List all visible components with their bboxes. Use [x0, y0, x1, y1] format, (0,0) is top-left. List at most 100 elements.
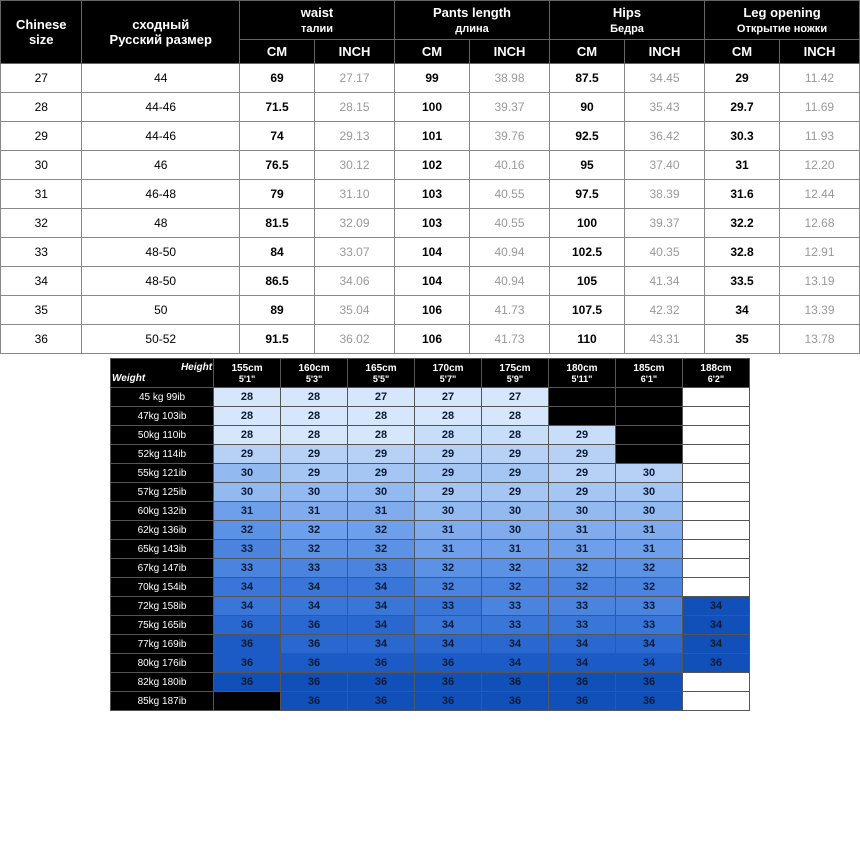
- rec-weight-label: 52kg 114ib: [111, 445, 214, 464]
- rec-cell: 30: [214, 483, 281, 502]
- rec-cell: 33: [482, 616, 549, 635]
- table-cell: 89: [240, 296, 315, 325]
- rec-cell: 28: [482, 426, 549, 445]
- rec-cell: 28: [214, 388, 281, 407]
- rec-cell: 32: [281, 540, 348, 559]
- table-cell: 31: [705, 151, 780, 180]
- table-cell: 39.37: [470, 93, 550, 122]
- rec-cell: 34: [214, 578, 281, 597]
- table-cell: 36.42: [625, 122, 705, 151]
- table-cell: 40.16: [470, 151, 550, 180]
- rec-cell: 34: [281, 578, 348, 597]
- table-cell: 104: [395, 267, 470, 296]
- table-cell: 33.07: [315, 238, 395, 267]
- rec-cell: 28: [348, 426, 415, 445]
- rec-cell: 32: [214, 521, 281, 540]
- table-cell: 40.35: [625, 238, 705, 267]
- rec-weight-label: 47kg 103ib: [111, 407, 214, 426]
- table-cell: 35.43: [625, 93, 705, 122]
- table-cell: 81.5: [240, 209, 315, 238]
- rec-cell: 33: [548, 616, 615, 635]
- table-cell: 29: [1, 122, 82, 151]
- rec-cell: 29: [482, 464, 549, 483]
- table-cell: 30: [1, 151, 82, 180]
- rec-height-col: 175cm5'9": [482, 359, 549, 388]
- table-cell: 33.5: [705, 267, 780, 296]
- rec-cell: 30: [348, 483, 415, 502]
- rec-cell: 33: [482, 597, 549, 616]
- rec-corner: Height Weight: [111, 359, 214, 388]
- table-cell: 32.2: [705, 209, 780, 238]
- rec-cell: 36: [281, 616, 348, 635]
- rec-cell: 34: [348, 635, 415, 654]
- table-cell: 37.40: [625, 151, 705, 180]
- rec-cell: [682, 559, 749, 578]
- rec-cell: 36: [615, 692, 682, 711]
- rec-cell: 36: [415, 654, 482, 673]
- rec-cell: [548, 388, 615, 407]
- rec-cell: 30: [482, 502, 549, 521]
- table-cell: 90: [550, 93, 625, 122]
- rec-cell: 29: [548, 426, 615, 445]
- rec-cell: 32: [615, 559, 682, 578]
- table-row: 3146-487931.1010340.5597.538.3931.612.44: [1, 180, 860, 209]
- rec-row: 80kg 176ib3636363634343436: [111, 654, 750, 673]
- rec-weight-label: 80kg 176ib: [111, 654, 214, 673]
- hdr-russian-size: сходный Русский размер: [82, 1, 240, 64]
- table-cell: 36.02: [315, 325, 395, 354]
- hdr-hips-inch: INCH: [625, 40, 705, 64]
- recommendation-body: 45 kg 99ib282827272747kg 103ib2828282828…: [111, 388, 750, 711]
- hdr-length-cm: CM: [395, 40, 470, 64]
- rec-cell: 29: [415, 464, 482, 483]
- rec-cell: 29: [548, 464, 615, 483]
- rec-cell: [682, 540, 749, 559]
- table-cell: 31: [1, 180, 82, 209]
- table-cell: 44: [82, 64, 240, 93]
- table-cell: 32.8: [705, 238, 780, 267]
- table-cell: 12.44: [780, 180, 860, 209]
- rec-cell: 28: [214, 407, 281, 426]
- rec-cell: 33: [615, 616, 682, 635]
- rec-weight-label: 65kg 143ib: [111, 540, 214, 559]
- rec-cell: 34: [615, 635, 682, 654]
- rec-cell: 36: [548, 673, 615, 692]
- rec-cell: 28: [281, 426, 348, 445]
- rec-cell: 28: [415, 426, 482, 445]
- rec-cell: [682, 483, 749, 502]
- table-cell: 48: [82, 209, 240, 238]
- rec-cell: 33: [214, 559, 281, 578]
- table-cell: 101: [395, 122, 470, 151]
- rec-cell: 36: [214, 654, 281, 673]
- table-cell: 106: [395, 296, 470, 325]
- rec-weight-label: 77kg 169ib: [111, 635, 214, 654]
- table-cell: 38.98: [470, 64, 550, 93]
- rec-cell: 33: [281, 559, 348, 578]
- rec-cell: 31: [415, 540, 482, 559]
- table-cell: 40.94: [470, 267, 550, 296]
- table-row: 27446927.179938.9887.534.452911.42: [1, 64, 860, 93]
- table-cell: 13.39: [780, 296, 860, 325]
- rec-cell: [214, 692, 281, 711]
- table-row: 324881.532.0910340.5510039.3732.212.68: [1, 209, 860, 238]
- table-cell: 40.55: [470, 180, 550, 209]
- rec-cell: 34: [348, 616, 415, 635]
- table-cell: 42.32: [625, 296, 705, 325]
- rec-row: 57kg 125ib30303029292930: [111, 483, 750, 502]
- table-cell: 92.5: [550, 122, 625, 151]
- rec-height-col: 165cm5'5": [348, 359, 415, 388]
- rec-cell: 31: [214, 502, 281, 521]
- table-cell: 34: [705, 296, 780, 325]
- rec-cell: 33: [415, 597, 482, 616]
- recommendation-table: Height Weight 155cm5'1" 160cm5'3" 165cm5…: [110, 358, 750, 711]
- table-cell: 46: [82, 151, 240, 180]
- rec-weight-label: 55kg 121ib: [111, 464, 214, 483]
- rec-cell: 29: [348, 445, 415, 464]
- rec-row: 75kg 165ib3636343433333334: [111, 616, 750, 635]
- rec-height-col: 185cm6'1": [615, 359, 682, 388]
- table-cell: 34.45: [625, 64, 705, 93]
- table-cell: 102: [395, 151, 470, 180]
- rec-cell: 32: [281, 521, 348, 540]
- table-cell: 46-48: [82, 180, 240, 209]
- rec-cell: [615, 426, 682, 445]
- rec-cell: 34: [482, 635, 549, 654]
